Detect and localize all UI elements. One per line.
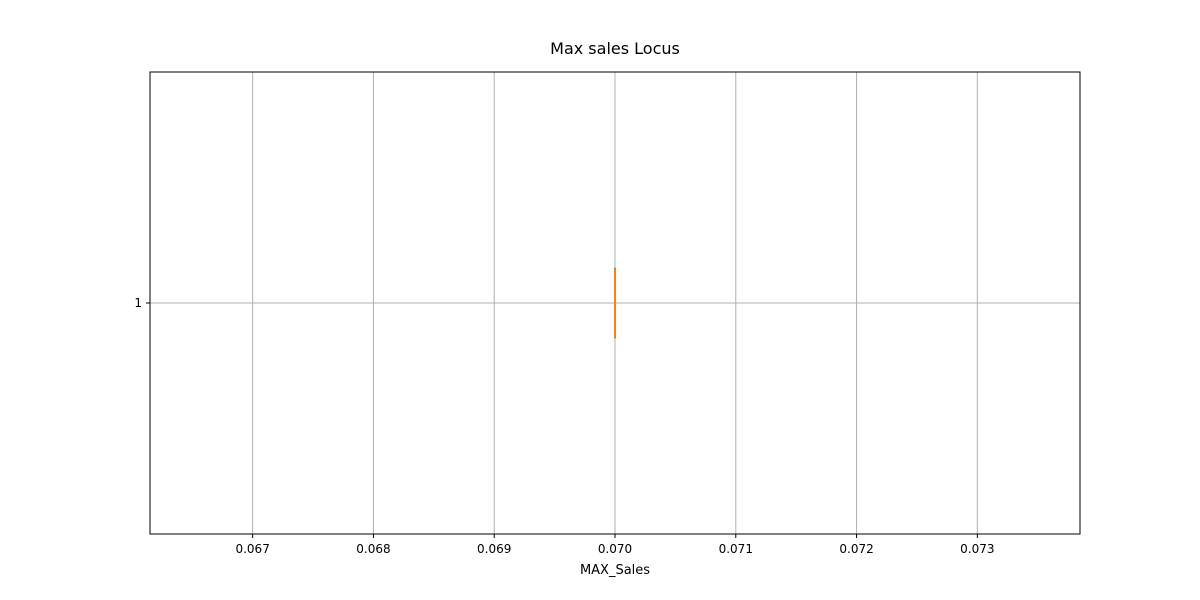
y-axis-ticks: 1: [134, 296, 150, 310]
x-tick-label: 0.070: [598, 542, 632, 556]
grid-layer: [150, 72, 1080, 534]
x-tick-label: 0.071: [719, 542, 753, 556]
x-axis-label: MAX_Sales: [580, 563, 650, 578]
y-tick-label: 1: [134, 296, 142, 310]
chart-title: Max sales Locus: [550, 39, 680, 58]
x-tick-label: 0.072: [839, 542, 873, 556]
x-tick-label: 0.069: [477, 542, 511, 556]
x-tick-label: 0.068: [356, 542, 390, 556]
box-layer: [614, 267, 616, 339]
x-tick-label: 0.073: [960, 542, 994, 556]
x-tick-label: 0.067: [235, 542, 269, 556]
x-axis-ticks: 0.067 0.068 0.069 0.070 0.071 0.072 0.073: [235, 534, 995, 556]
